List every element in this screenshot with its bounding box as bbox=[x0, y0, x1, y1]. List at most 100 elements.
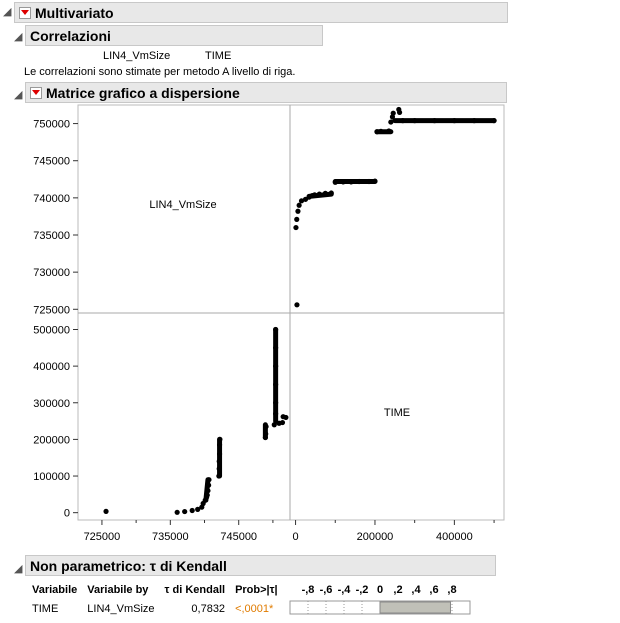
data-point bbox=[217, 436, 223, 442]
data-point bbox=[216, 466, 222, 472]
collapse-icon[interactable]: ◢ bbox=[14, 31, 23, 43]
scale-label: -,2 bbox=[355, 584, 368, 596]
x-tick-label: 400000 bbox=[436, 531, 473, 543]
data-point bbox=[216, 458, 222, 464]
data-point bbox=[216, 473, 222, 479]
kendall-header-tau[interactable]: τ di Kendall bbox=[164, 583, 226, 596]
scale-label: 0 bbox=[377, 584, 383, 596]
y-tick-label: 735000 bbox=[33, 230, 70, 242]
scale-label: -,4 bbox=[337, 584, 351, 596]
data-point bbox=[372, 178, 378, 184]
data-point bbox=[206, 482, 212, 488]
data-point bbox=[273, 326, 279, 333]
data-point bbox=[396, 109, 403, 116]
correlations-note: Le correlazioni sono stimate per metodo … bbox=[24, 66, 296, 78]
data-point bbox=[390, 110, 396, 116]
data-point bbox=[204, 492, 210, 498]
data-point bbox=[298, 198, 305, 204]
data-point bbox=[263, 423, 269, 430]
y-tick-label: 500000 bbox=[33, 324, 70, 336]
data-point bbox=[273, 363, 279, 369]
data-point bbox=[374, 129, 380, 135]
data-point bbox=[294, 216, 300, 222]
x-tick-label: 735000 bbox=[152, 531, 189, 543]
data-point bbox=[293, 224, 299, 231]
y-tick-label: 750000 bbox=[33, 119, 70, 131]
data-point bbox=[206, 477, 212, 483]
y-tick-label: 0 bbox=[64, 508, 70, 520]
kendall-header[interactable]: Non parametrico: τ di Kendall bbox=[25, 555, 496, 576]
data-point bbox=[471, 118, 477, 124]
data-point bbox=[280, 414, 286, 420]
red-triangle-menu-icon[interactable] bbox=[19, 6, 31, 19]
correlations-title: Correlazioni bbox=[30, 27, 111, 44]
y-tick-label: 400000 bbox=[33, 361, 70, 373]
data-point bbox=[386, 128, 392, 134]
kendall-cell-by: LIN4_VmSize bbox=[87, 603, 155, 615]
data-point bbox=[273, 400, 279, 406]
multivariate-header[interactable]: Multivariato bbox=[14, 2, 508, 23]
corr-col-header-1: LIN4_VmSize bbox=[103, 50, 171, 62]
collapse-icon[interactable]: ◢ bbox=[3, 6, 12, 18]
kendall-title: Non parametrico: τ di Kendall bbox=[30, 557, 227, 574]
kendall-cell-tau: 0,7832 bbox=[191, 603, 226, 615]
data-point bbox=[279, 419, 286, 426]
corr-col-header-2: TIME bbox=[205, 50, 232, 62]
data-point bbox=[174, 509, 180, 515]
data-point bbox=[273, 411, 279, 417]
diag-label-lin4: LIN4_VmSize bbox=[149, 199, 216, 211]
kendall-header-prob[interactable]: Prob>|τ| bbox=[235, 583, 278, 596]
data-point bbox=[273, 381, 279, 388]
x-tick-label: 745000 bbox=[220, 531, 257, 543]
correlations-header[interactable]: Correlazioni bbox=[25, 25, 323, 46]
data-point bbox=[205, 488, 211, 494]
data-point bbox=[216, 451, 223, 457]
data-point bbox=[271, 422, 277, 428]
data-point bbox=[103, 508, 109, 514]
kendall-scale-header: -,8 -,6 -,4 -,2 0 ,2 ,4 ,6 ,8 bbox=[284, 582, 474, 599]
y-tick-label: 200000 bbox=[33, 434, 70, 446]
data-point bbox=[195, 506, 201, 512]
data-point bbox=[296, 202, 302, 208]
x-tick-label: 200000 bbox=[357, 531, 394, 543]
scatter-matrix-header[interactable]: Matrice grafico a dispersione bbox=[25, 82, 507, 103]
table-row[interactable]: TIME LIN4_VmSize 0,7832 <,0001* bbox=[28, 599, 474, 618]
scale-label: -,6 bbox=[319, 584, 332, 596]
collapse-icon[interactable]: ◢ bbox=[14, 89, 23, 101]
scale-label: ,4 bbox=[411, 584, 421, 596]
y-tick-label: 730000 bbox=[33, 267, 70, 279]
data-point bbox=[216, 442, 223, 448]
data-point bbox=[189, 507, 195, 514]
data-point bbox=[340, 179, 346, 185]
collapse-icon[interactable]: ◢ bbox=[14, 563, 23, 575]
kendall-table: Variabile Variabile by τ di Kendall Prob… bbox=[28, 582, 474, 618]
x-tick-label: 725000 bbox=[84, 531, 121, 543]
y-tick-label: 725000 bbox=[33, 304, 70, 316]
data-point bbox=[366, 178, 372, 185]
data-point bbox=[491, 118, 497, 124]
data-point bbox=[348, 179, 354, 185]
data-point bbox=[388, 119, 394, 125]
red-triangle-menu-icon[interactable] bbox=[30, 86, 42, 99]
tau-bar-fill bbox=[379, 601, 451, 614]
kendall-header-var[interactable]: Variabile bbox=[32, 583, 78, 596]
diag-label-time: TIME bbox=[384, 407, 410, 419]
kendall-cell-prob: <,0001* bbox=[235, 603, 274, 615]
kendall-bar-cell bbox=[284, 599, 474, 618]
scatter-matrix-title: Matrice grafico a dispersione bbox=[46, 84, 240, 101]
scale-label: ,6 bbox=[429, 584, 438, 596]
y-tick-label: 300000 bbox=[33, 398, 70, 410]
data-point bbox=[263, 431, 269, 437]
data-point bbox=[322, 190, 328, 196]
data-point bbox=[273, 345, 279, 351]
data-point bbox=[316, 191, 322, 197]
scale-label: ,2 bbox=[393, 584, 402, 596]
data-point bbox=[332, 179, 338, 185]
data-point bbox=[294, 302, 300, 308]
data-point bbox=[295, 208, 301, 214]
data-point bbox=[451, 118, 457, 124]
kendall-header-by[interactable]: Variabile by bbox=[87, 583, 149, 596]
data-point bbox=[182, 508, 188, 515]
data-point bbox=[378, 128, 384, 134]
scatter-matrix-plot[interactable]: LIN4_VmSize TIME 750000 745000 740000 73500… bbox=[0, 0, 620, 545]
